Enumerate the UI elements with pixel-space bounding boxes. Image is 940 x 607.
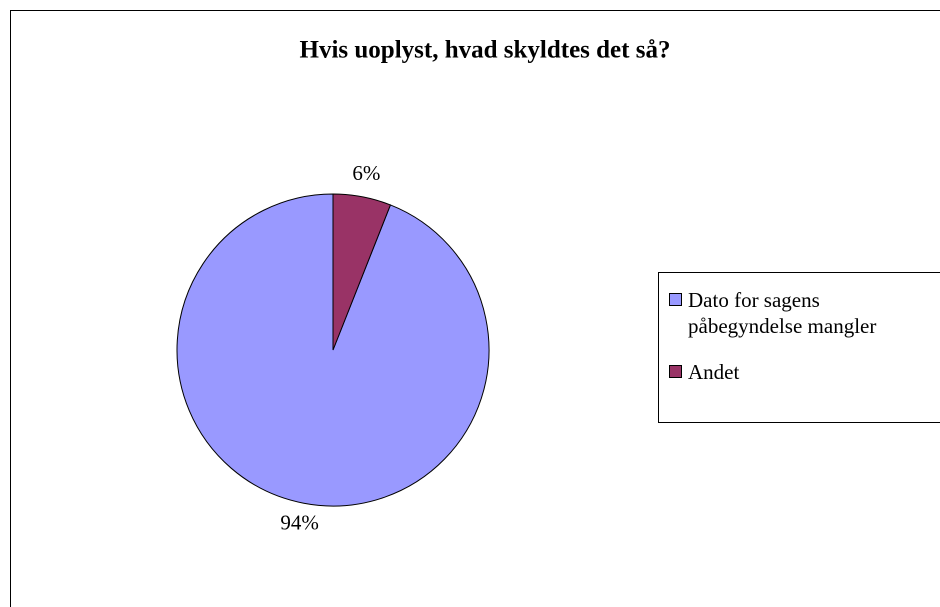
legend: Dato for sagens påbegyndelse mangler Ande… <box>658 272 940 423</box>
legend-label: Andet <box>688 360 740 384</box>
data-label: 94% <box>280 511 319 535</box>
legend-swatch <box>669 293 682 306</box>
legend-label: Dato for sagens påbegyndelse mangler <box>688 288 877 338</box>
data-label: 6% <box>352 161 380 185</box>
legend-entry: Dato for sagens påbegyndelse mangler <box>669 287 939 339</box>
chart-title: Hvis uoplyst, hvad skyldtes det så? <box>300 37 671 64</box>
legend-swatch <box>669 365 682 378</box>
legend-entry: Andet <box>669 359 939 385</box>
pie-slice <box>332 193 392 351</box>
